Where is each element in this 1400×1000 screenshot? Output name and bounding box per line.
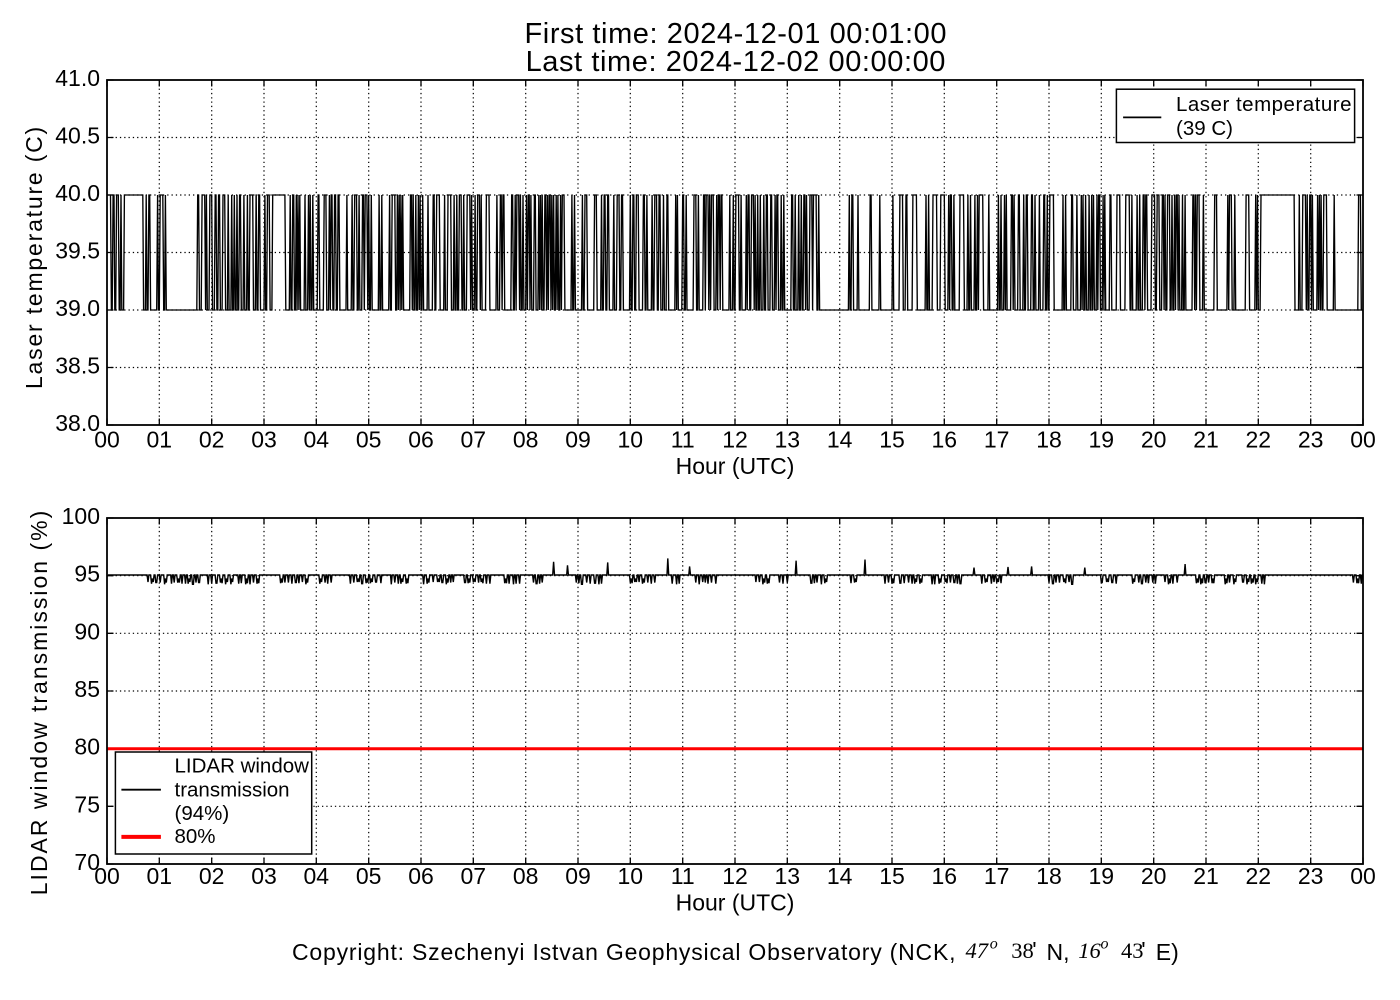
svg-text:First time: 2024-12-01 00:01:0: First time: 2024-12-01 00:01:00 [525,18,948,50]
svg-text:21: 21 [1193,863,1219,889]
svg-text:09: 09 [565,863,591,889]
svg-text:07: 07 [461,426,487,452]
svg-text:12: 12 [722,863,748,889]
svg-text:15: 15 [879,863,905,889]
svg-text:39.5: 39.5 [55,238,100,264]
svg-text:80%: 80% [175,825,216,848]
svg-text:100: 100 [62,503,100,529]
svg-text:LIDAR window: LIDAR window [175,755,310,778]
svg-text:47: 47 [966,938,990,963]
svg-text:22: 22 [1246,863,1272,889]
svg-text:10: 10 [618,426,644,452]
svg-text:18: 18 [1036,426,1062,452]
svg-text:LIDAR window transmission (%): LIDAR window transmission (%) [26,509,52,895]
svg-text:E): E) [1156,939,1179,965]
svg-text:Hour (UTC): Hour (UTC) [676,453,795,479]
svg-text:01: 01 [147,863,173,889]
svg-text:03: 03 [251,863,277,889]
svg-text:90: 90 [74,618,100,644]
svg-text:10: 10 [618,863,644,889]
svg-text:06: 06 [408,863,434,889]
svg-text:19: 19 [1089,426,1115,452]
svg-text:17: 17 [984,426,1010,452]
svg-text:85: 85 [74,676,100,702]
svg-text:23: 23 [1298,426,1324,452]
svg-text:16: 16 [932,863,958,889]
svg-text:70: 70 [74,849,100,875]
svg-text:41.0: 41.0 [55,65,100,91]
svg-text:02: 02 [199,863,225,889]
svg-text:22: 22 [1246,426,1272,452]
svg-text:75: 75 [74,791,100,817]
svg-text:15: 15 [879,426,905,452]
svg-text:02: 02 [199,426,225,452]
svg-text:03: 03 [251,426,277,452]
svg-text:40.0: 40.0 [55,180,100,206]
svg-text:01: 01 [147,426,173,452]
svg-text:19: 19 [1089,863,1115,889]
svg-text:04: 04 [304,863,330,889]
svg-text:00: 00 [1350,863,1376,889]
svg-text:17: 17 [984,863,1010,889]
svg-text:': ' [1032,937,1036,963]
svg-text:14: 14 [827,863,853,889]
svg-text:00: 00 [1350,426,1376,452]
svg-text:07: 07 [461,863,487,889]
svg-text:N,: N, [1047,939,1070,965]
svg-text:95: 95 [74,561,100,587]
svg-text:13: 13 [775,426,801,452]
svg-text:20: 20 [1141,863,1167,889]
svg-text:Laser temperature (C): Laser temperature (C) [21,125,47,389]
svg-text:40.5: 40.5 [55,123,100,149]
svg-text:Last time: 2024-12-02 00:00:00: Last time: 2024-12-02 00:00:00 [526,46,946,78]
svg-text:21: 21 [1193,426,1219,452]
svg-text:00: 00 [94,863,120,889]
svg-text:(94%): (94%) [175,802,230,825]
svg-text:18: 18 [1036,863,1062,889]
svg-text:00: 00 [94,426,120,452]
svg-text:05: 05 [356,426,382,452]
svg-text:09: 09 [565,426,591,452]
svg-text:04: 04 [304,426,330,452]
svg-text:13: 13 [775,863,801,889]
svg-text:20: 20 [1141,426,1167,452]
svg-text:12: 12 [722,426,748,452]
svg-text:39.0: 39.0 [55,295,100,321]
svg-text:': ' [1141,937,1145,963]
svg-text:(39 C): (39 C) [1176,117,1233,140]
svg-text:transmission: transmission [175,778,290,801]
svg-text:o: o [1101,936,1109,953]
svg-text:08: 08 [513,426,539,452]
svg-text:Copyright: Szechenyi Istvan Ge: Copyright: Szechenyi Istvan Geophysical … [292,939,956,965]
svg-text:43: 43 [1121,938,1144,963]
svg-text:05: 05 [356,863,382,889]
svg-text:11: 11 [671,863,695,889]
svg-text:Laser temperature: Laser temperature [1176,93,1352,116]
svg-text:38: 38 [1011,938,1034,963]
svg-text:23: 23 [1298,863,1324,889]
svg-text:16: 16 [932,426,958,452]
svg-text:16: 16 [1078,938,1101,963]
svg-text:o: o [990,936,998,953]
svg-text:Hour (UTC): Hour (UTC) [676,890,795,916]
svg-text:38.0: 38.0 [55,410,100,436]
svg-text:11: 11 [671,426,695,452]
svg-text:06: 06 [408,426,434,452]
svg-text:08: 08 [513,863,539,889]
svg-text:80: 80 [74,734,100,760]
svg-text:38.5: 38.5 [55,353,100,379]
svg-text:14: 14 [827,426,853,452]
